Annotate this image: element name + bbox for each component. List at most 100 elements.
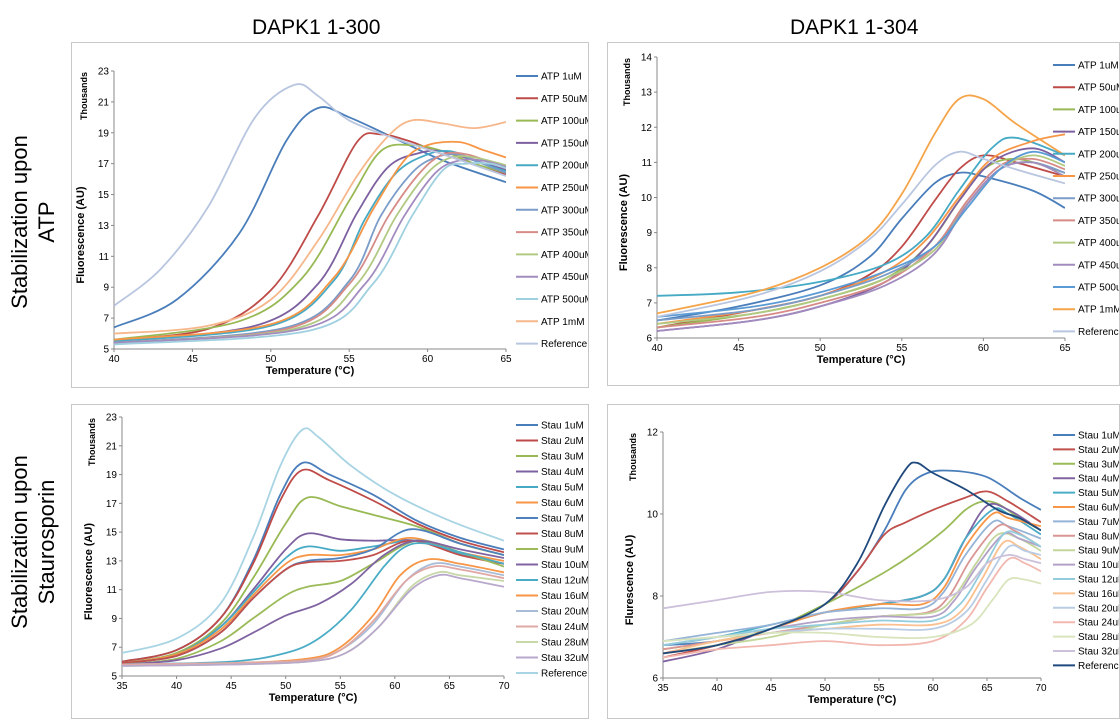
legend-label: Stau 9uM [541,545,584,556]
series-line [114,149,506,343]
row-title-staurosporin-line-1: Stabilization upon [7,455,32,629]
legend-label: Stau 12uM [541,576,588,587]
y-tick-label: 17 [98,159,110,170]
chart-stau-1-300: 5 7 9 11 13 15 17 19 21 23 35 40 45 50 55 60 65 70 Tempera… [83,413,588,705]
series-line [114,155,506,344]
legend-label: ATP 400uM [541,250,588,261]
chart-stau-1-304: 6 8 10 12 35 40 45 50 55 60 65 70 Temperature (°C) Fl… [624,428,1119,707]
x-axis-label: Temperature (°C) [817,354,906,366]
series-line [114,149,506,343]
chart-panel-stau-1-304: 6 8 10 12 35 40 45 50 55 60 65 70 Temperature (°C) Fl… [607,404,1120,719]
series-line [657,150,1065,318]
legend-label: Stau 4uM [541,467,584,478]
x-tick-label: 45 [733,343,745,354]
legend-label: ATP 400uM [1078,238,1119,249]
series-group [657,94,1065,332]
legend-label: Stau 5uM [541,483,584,494]
x-tick-label: 55 [344,354,356,365]
x-tick-label: 65 [444,681,456,692]
legend-label: ATP 150uM [1078,127,1119,138]
legend-label: Stau 8uM [1078,531,1119,542]
y-tick-label: 11 [99,252,110,263]
legend-label: ATP 300uM [541,205,588,216]
series-group [122,427,504,667]
series-line [122,468,504,663]
y-tick-label: 9 [646,228,652,239]
y-tick-label: 7 [103,314,109,325]
legend-label: Stau 4uM [1078,474,1119,485]
row-title-atp-line-2: ATP [34,201,59,243]
y-tick-label: 11 [642,158,653,169]
y-tick-label: 13 [98,221,110,232]
y-tick-label: 10 [641,193,653,204]
y-tick-label: 17 [106,499,118,510]
legend-label: Stau 1uM [1078,431,1119,442]
row-title-atp: Stabilization upon ATP [6,72,60,372]
legend-label: ATP 250uM [541,183,588,194]
series-line [657,94,1065,315]
series-line [657,150,1065,318]
series-line [122,539,504,664]
legend-label: ATP 300uM [1078,194,1119,205]
y-unit-label: Thousands [79,72,89,120]
x-tick-label: 60 [927,683,939,694]
series-line [663,554,1041,610]
y-tick-label: 9 [111,614,117,625]
x-tick-label: 50 [280,681,292,692]
y-tick-label: 12 [647,428,659,439]
legend-label: ATP 250uM [1078,172,1119,183]
y-tick-label: 23 [106,413,118,424]
x-axis-label: Temperature (°C) [266,365,355,377]
legend-label: Stau 28uM [541,638,588,649]
series-line [114,118,506,335]
chart-panel-stau-1-300: 5 7 9 11 13 15 17 19 21 23 35 40 45 50 55 60 65 70 Tempera… [71,404,589,719]
x-tick-label: 40 [651,343,663,354]
y-tick-label: 7 [111,643,117,654]
series-line [663,523,1041,651]
legend-label: ATP 1uM [1078,61,1119,72]
y-tick-label: 7 [646,298,652,309]
legend-label: ATP 200uM [541,161,588,172]
x-tick-label: 65 [1059,343,1071,354]
legend-label: Stau 24uM [541,622,588,633]
legend-label: Stau 3uM [1078,459,1119,470]
y-tick-label: 8 [646,263,652,274]
chart-atp-1-300: 5 7 9 11 13 15 17 19 21 23 40 45 50 55 60 65 Temperature… [75,67,588,378]
y-axis-label: Fluorescence (AU) [618,174,630,272]
y-tick-label: 15 [106,528,118,539]
series-line [663,469,1041,647]
x-tick-label: 45 [765,683,777,694]
series-line [657,154,1065,325]
series-line [663,461,1041,655]
series-line [114,162,506,346]
series-line [122,573,504,667]
legend-label: ATP 500uM [1078,283,1119,294]
y-tick-label: 12 [641,123,653,134]
series-line [663,519,1041,642]
column-title-1-304: DAPK1 1-304 [790,16,919,39]
x-tick-label: 55 [896,343,908,354]
legend-label: ATP 500uM [541,295,588,306]
row-title-atp-line-1: Stabilization upon [7,135,32,309]
legend-label: Stau 10uM [541,560,588,571]
series-line [114,106,506,329]
x-tick-label: 60 [422,354,434,365]
legend-label: Stau 32uM [1078,647,1119,658]
series-line [663,530,1041,647]
series-line [122,539,504,666]
y-tick-label: 23 [98,67,110,78]
y-tick-label: 19 [98,128,110,139]
legend-label: Reference [1078,661,1119,672]
legend-label: ATP 100uM [541,116,588,127]
legend-label: Stau 24uM [1078,618,1119,629]
y-unit-label: Thousands [622,58,632,106]
y-tick-label: 6 [646,334,652,345]
series-line [122,539,504,664]
legend-label: ATP 200uM [1078,149,1119,160]
y-tick-label: 5 [103,345,109,356]
series-line [122,539,504,666]
row-title-staurosporin-line-2: Staurosporin [34,479,59,605]
legend-label: ATP 450uM [541,272,588,283]
legend-label: Stau 20uM [541,607,588,618]
x-tick-label: 55 [335,681,347,692]
